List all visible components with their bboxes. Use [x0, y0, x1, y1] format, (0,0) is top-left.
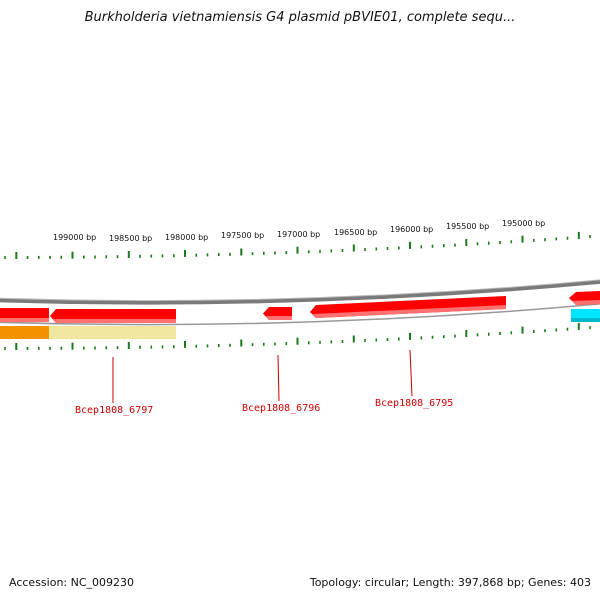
position-label: 196500 bp	[334, 228, 377, 237]
topology-summary: Topology: circular; Length: 397,868 bp; …	[309, 576, 591, 589]
gene-label-leader	[409, 349, 413, 397]
position-label: 198500 bp	[109, 234, 152, 243]
gene-arrow-right-edge[interactable]	[569, 291, 600, 305]
position-label: 197500 bp	[221, 231, 264, 240]
gene-arrow-Bcep1808_6795[interactable]	[310, 296, 506, 318]
backbone-arc	[0, 279, 600, 305]
feature-khaki[interactable]	[49, 326, 176, 339]
gene-arrow-left-edge[interactable]	[0, 308, 49, 322]
position-labels: 199000 bp 198500 bp 198000 bp 197500 bp …	[53, 219, 545, 243]
map-title: Burkholderia vietnamiensis G4 plasmid pB…	[84, 10, 516, 25]
position-label: 196000 bp	[390, 225, 433, 234]
position-label: 195000 bp	[502, 219, 545, 228]
gene-label-leader	[277, 354, 280, 402]
gene-arrow-Bcep1808_6797[interactable]	[50, 309, 176, 323]
accession-text: Accession: NC_009230	[9, 576, 135, 589]
gene-arrow-Bcep1808_6796[interactable]	[263, 307, 292, 320]
backbone-arc-inner	[0, 303, 600, 326]
position-label: 195500 bp	[446, 222, 489, 231]
position-label: 198000 bp	[165, 233, 208, 242]
gene-label-Bcep1808_6796[interactable]: Bcep1808_6796	[242, 403, 320, 414]
gene-label-Bcep1808_6795[interactable]: Bcep1808_6795	[375, 398, 453, 409]
position-label: 199000 bp	[53, 233, 96, 242]
inner-ruler	[4, 322, 591, 350]
outer-ruler	[4, 231, 591, 259]
gene-label-Bcep1808_6797[interactable]: Bcep1808_6797	[75, 405, 153, 416]
position-label: 197000 bp	[277, 230, 320, 239]
feature-orange[interactable]	[0, 326, 49, 339]
backbone-arc-highlight	[0, 279, 600, 302]
feature-cyan-shade	[571, 318, 600, 322]
